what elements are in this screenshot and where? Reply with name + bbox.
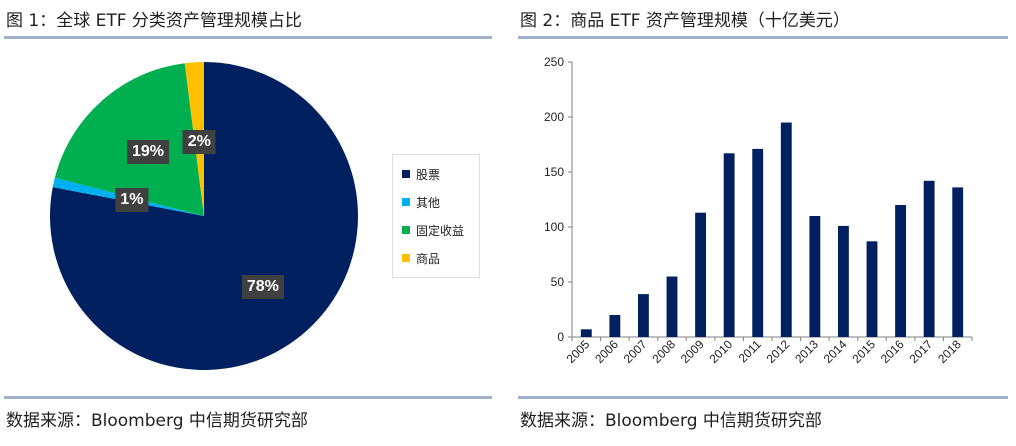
bar-2011 [752,148,764,337]
x-tick-label: 2006 [592,337,621,366]
figure-1-top-rule [4,36,492,39]
pie-data-label: 1% [115,187,149,212]
x-tick-label: 2014 [821,337,850,366]
x-tick-label: 2005 [564,337,593,366]
bar-2016 [895,205,906,337]
bar-2012 [780,122,792,337]
y-tick-label: 100 [544,220,564,234]
bar-2010 [723,153,735,337]
legend-item: 其他 [393,188,479,216]
bar-2013 [809,216,821,337]
bar-2018 [952,187,964,337]
y-tick-label: 250 [544,55,564,69]
bar-2015 [866,241,878,337]
x-tick-label: 2018 [935,337,964,366]
pie-slice-3 [54,63,204,216]
pie-data-label: 2% [182,130,216,155]
pie-data-label: 78% [241,275,284,300]
x-tick-label: 2015 [849,337,878,366]
legend-label: 固定收益 [416,223,465,238]
bar-2014 [838,225,849,337]
x-tick-label: 2009 [678,337,707,366]
x-tick-label: 2013 [792,337,821,366]
x-tick-label: 2010 [706,337,735,366]
legend-swatch [402,226,410,234]
pie-legend: 股票其他固定收益商品 [392,154,480,278]
x-tick-label: 2008 [649,337,678,366]
bar-2007 [638,294,649,337]
figure-2-top-rule [518,36,1008,39]
legend-label: 商品 [416,251,441,266]
legend-item: 商品 [393,244,479,272]
pie-data-label: 19% [126,140,169,165]
bar-2009 [695,212,706,337]
figure-1-source: 数据来源：Bloomberg 中信期货研究部 [6,411,308,431]
figure-2-source: 数据来源：Bloomberg 中信期货研究部 [520,411,822,431]
legend-item: 股票 [393,160,479,188]
bar-2017 [923,180,935,337]
bar-2005 [580,329,592,337]
x-tick-label: 2007 [621,337,650,366]
figure-1-title: 图 1：全球 ETF 分类资产管理规模占比 [6,11,302,31]
y-tick-label: 150 [544,165,564,179]
x-tick-label: 2017 [906,337,935,366]
figure-1-bottom-rule [4,396,492,399]
bar-2006 [609,315,621,337]
legend-label: 股票 [416,167,441,182]
figure-1-panel: 图 1：全球 ETF 分类资产管理规模占比 78% 1% 19% 2% 股票其他固定收… [0,0,500,446]
bar-2008 [666,276,678,337]
legend-swatch [402,198,410,206]
x-tick-label: 2016 [878,337,907,366]
x-tick-label: 2011 [736,337,764,365]
figure-2-panel: 图 2：商品 ETF 资产管理规模（十亿美元） 0 50 100 150 200 250 2… [514,0,1016,446]
legend-label: 其他 [416,195,441,210]
legend-item: 固定收益 [393,216,479,244]
figure-2-bottom-rule [518,396,1008,399]
x-tick-label: 2012 [764,337,793,366]
y-tick-label: 50 [551,275,565,289]
y-tick-label: 0 [557,330,564,344]
legend-swatch [402,170,410,178]
y-tick-label: 200 [544,110,564,124]
legend-swatch [402,254,410,262]
figure-2-title: 图 2：商品 ETF 资产管理规模（十亿美元） [520,11,850,31]
